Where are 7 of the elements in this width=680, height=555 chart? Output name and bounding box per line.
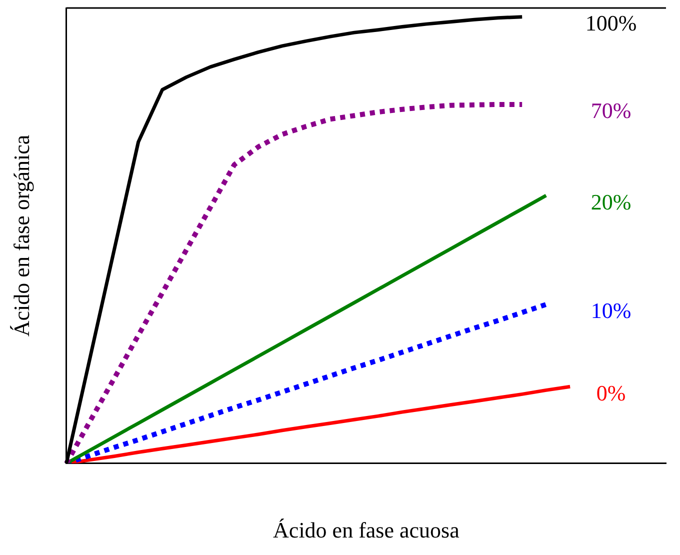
text: 10% [590,298,632,324]
text: 100% [585,10,637,36]
y-axis-title: Ácido en fase orgánica [8,134,34,337]
x-axis-title: Ácido en fase acuosa [273,518,460,543]
series-label: 0% [596,380,626,406]
text: 20% [590,189,632,214]
text: 70% [590,98,632,124]
